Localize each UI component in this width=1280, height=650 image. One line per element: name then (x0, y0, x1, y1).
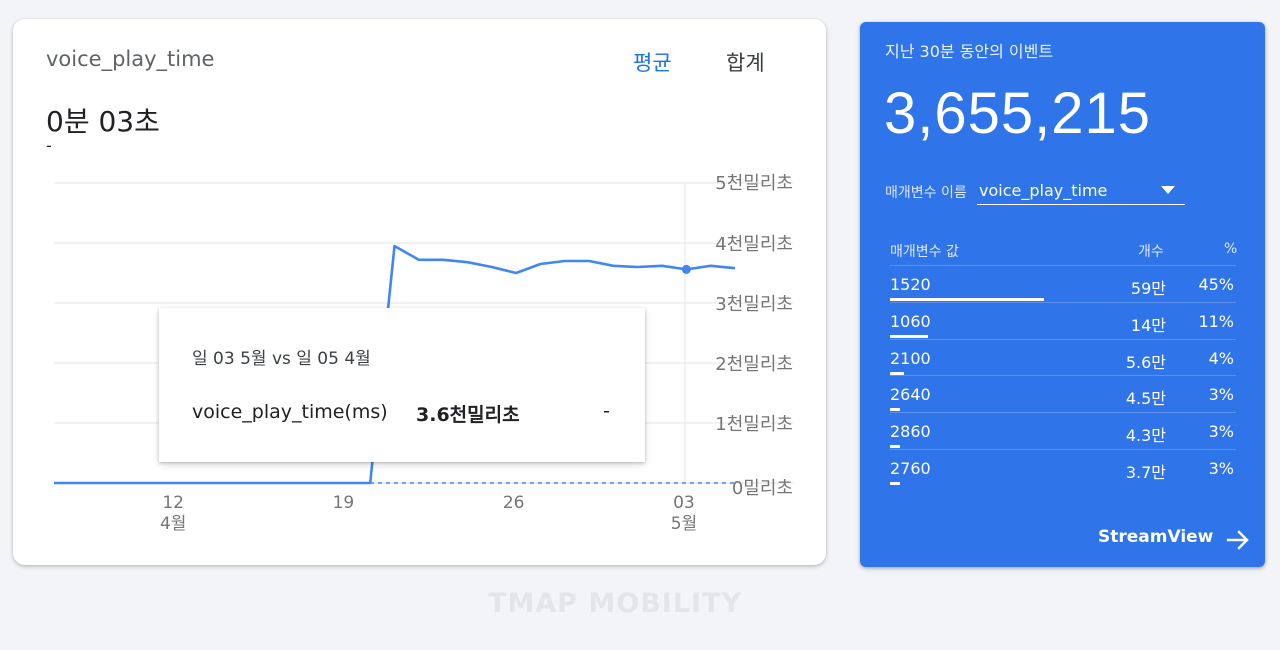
row-count: 59만 (1130, 279, 1166, 298)
row-count: 3.7만 (1125, 463, 1166, 482)
tooltip-compare-value: - (603, 400, 610, 422)
row-percent: 3% (1208, 422, 1234, 442)
x-tick-label: 12 (162, 493, 184, 513)
x-tick-label: 26 (503, 493, 525, 513)
tab-average[interactable]: 평균 (633, 51, 672, 75)
row-param-value: 2640 (890, 385, 931, 405)
row-param-value: 1520 (890, 275, 931, 294)
row-count: 4.5만 (1125, 389, 1166, 409)
metric-value: 0분 03초 (46, 105, 160, 138)
tooltip-date: 일 03 5월 vs 일 05 4월 (192, 349, 371, 369)
y-tick-label: 3천밀리초 (715, 294, 793, 315)
chart-tooltip: 일 03 5월 vs 일 05 4월 voice_play_time(ms) 3… (159, 308, 645, 462)
table-row[interactable]: 2100 5.6만 4% (890, 338, 1236, 376)
y-tick-label: 2천밀리초 (715, 354, 793, 375)
row-share-bar (890, 445, 901, 449)
column-header-value: 매개변수 값 (890, 244, 959, 260)
y-tick-label: 5천밀리초 (715, 173, 793, 194)
table-row[interactable]: 2860 4.3만 3% (890, 412, 1236, 449)
metric-card: voice_play_time 평균 합계 0분 03초 - 5천밀리초 4천밀리… (13, 19, 826, 565)
row-percent: 4% (1208, 348, 1234, 368)
row-share-bar (890, 482, 901, 485)
y-tick-label: 1천밀리초 (715, 414, 793, 435)
events-label: 지난 30분 동안의 이벤트 (885, 42, 1054, 61)
table-row[interactable]: 2760 3.7만 3% (890, 449, 1236, 486)
x-tick-label: 19 (333, 493, 355, 513)
dropdown-arrow-icon (1161, 186, 1175, 194)
metric-title: voice_play_time (46, 47, 215, 71)
param-name-dropdown[interactable]: voice_play_time (977, 179, 1185, 205)
realtime-events-card: 지난 30분 동안의 이벤트 3,655,215 매개변수 이름 voice_p… (860, 22, 1265, 567)
row-share-bar (890, 298, 1044, 301)
arrow-right-icon[interactable] (1226, 528, 1250, 552)
row-share-bar (890, 334, 928, 338)
column-header-count: 개수 (1138, 244, 1164, 260)
metric-comparison: - (46, 136, 52, 155)
param-name-value: voice_play_time (979, 181, 1108, 200)
row-percent: 11% (1198, 311, 1234, 331)
events-count: 3,655,215 (884, 81, 1152, 146)
x-tick-month-label: 4월 (160, 514, 186, 534)
y-tick-label: 0밀리초 (732, 478, 793, 499)
watermark-logo: TMAP MOBILITY (488, 588, 743, 619)
row-share-bar (890, 371, 904, 375)
row-param-value: 1060 (890, 311, 931, 331)
row-count: 14만 (1130, 315, 1166, 335)
x-tick-label: 03 (673, 493, 695, 513)
tooltip-value: 3.6천밀리초 (416, 404, 520, 426)
streamview-link[interactable]: StreamView (1098, 527, 1214, 547)
series-line-current (54, 244, 736, 485)
row-percent: 45% (1198, 275, 1234, 294)
row-percent: 3% (1208, 385, 1234, 405)
table-row[interactable]: 1520 59만 45% (890, 265, 1236, 302)
row-param-value: 2100 (890, 348, 931, 368)
param-name-label: 매개변수 이름 (885, 185, 967, 201)
row-count: 4.3만 (1125, 426, 1166, 446)
row-share-bar (890, 408, 901, 412)
x-tick-month-label: 5월 (671, 514, 697, 534)
row-percent: 3% (1208, 459, 1234, 478)
table-row[interactable]: 1060 14만 11% (890, 301, 1236, 339)
hover-point-current (681, 264, 691, 274)
row-param-value: 2860 (890, 422, 931, 442)
y-tick-label: 4천밀리초 (715, 234, 793, 255)
table-row[interactable]: 2640 4.5만 3% (890, 375, 1236, 412)
tooltip-metric-label: voice_play_time(ms) (192, 401, 388, 423)
tab-total[interactable]: 합계 (726, 51, 765, 75)
row-param-value: 2760 (890, 459, 931, 478)
column-header-percent: % (1224, 241, 1238, 257)
row-count: 5.6만 (1125, 352, 1166, 372)
